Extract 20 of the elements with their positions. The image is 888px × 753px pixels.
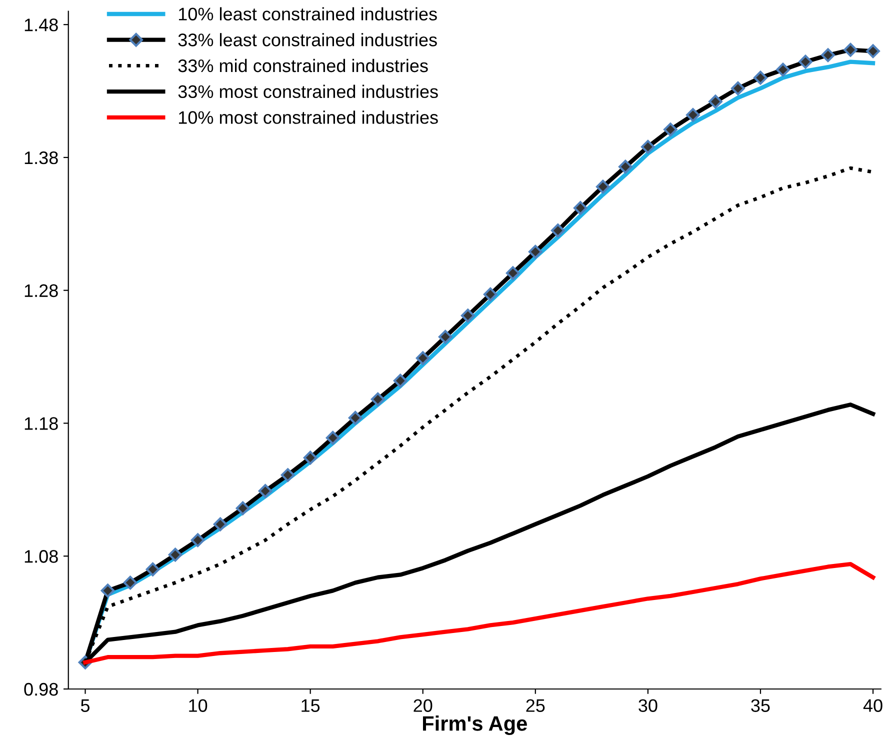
x-tick-label: 20 (414, 699, 432, 712)
y-tick-label: 0.98 (24, 682, 58, 696)
y-tick-label: 1.38 (24, 151, 58, 164)
x-tick-label: 15 (302, 699, 320, 712)
legend-label: 10% least constrained industries (178, 7, 437, 20)
legend-label: 33% mid constrained industries (178, 58, 428, 72)
legend-label: 10% most constrained industries (178, 110, 438, 124)
x-tick-label: 25 (526, 699, 545, 712)
x-tick-label: 10 (189, 699, 208, 712)
legend-label: 33% most constrained industries (178, 84, 438, 98)
legend-label: 33% least constrained industries (178, 33, 437, 46)
x-tick-label: 40 (863, 699, 882, 712)
y-tick-label: 1.08 (24, 550, 58, 563)
y-tick-label: 1.48 (24, 18, 58, 32)
x-tick-label: 35 (751, 699, 770, 712)
y-tick-label: 1.28 (24, 284, 58, 298)
x-tick-label: 30 (638, 699, 658, 712)
x-axis-title: Firm's Age (423, 716, 527, 736)
x-tick-label: 5 (80, 699, 90, 712)
y-tick-label: 1.18 (24, 417, 58, 430)
